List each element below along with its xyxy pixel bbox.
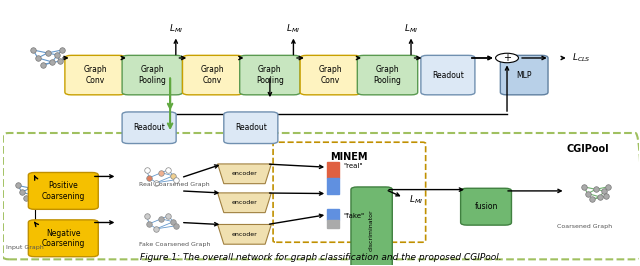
FancyBboxPatch shape bbox=[351, 187, 392, 266]
Text: Readout: Readout bbox=[133, 123, 165, 132]
Text: Graph
Pooling: Graph Pooling bbox=[374, 65, 401, 85]
Text: encoder: encoder bbox=[232, 200, 257, 205]
FancyBboxPatch shape bbox=[500, 55, 548, 95]
Text: +: + bbox=[503, 53, 511, 63]
FancyBboxPatch shape bbox=[300, 55, 360, 95]
FancyBboxPatch shape bbox=[357, 55, 418, 95]
Bar bbox=[327, 209, 339, 220]
FancyBboxPatch shape bbox=[122, 112, 176, 144]
Text: $L_{CLS}$: $L_{CLS}$ bbox=[572, 52, 591, 64]
Polygon shape bbox=[218, 164, 271, 184]
Bar bbox=[327, 162, 339, 178]
Text: $L_{MI}$: $L_{MI}$ bbox=[404, 23, 418, 35]
FancyBboxPatch shape bbox=[28, 220, 99, 257]
Text: Graph
Conv: Graph Conv bbox=[201, 65, 225, 85]
Text: Input Graph: Input Graph bbox=[6, 245, 44, 250]
FancyBboxPatch shape bbox=[240, 55, 300, 95]
Text: Positive
Coarsening: Positive Coarsening bbox=[42, 181, 85, 201]
FancyBboxPatch shape bbox=[224, 112, 278, 144]
Text: discriminator: discriminator bbox=[369, 210, 374, 251]
Text: "fake": "fake" bbox=[343, 213, 364, 219]
Text: CGIPool: CGIPool bbox=[566, 144, 609, 154]
Text: $L_{MI}$: $L_{MI}$ bbox=[409, 194, 423, 206]
Text: $L_{MI}$: $L_{MI}$ bbox=[286, 23, 301, 35]
FancyBboxPatch shape bbox=[28, 172, 99, 209]
Text: Negative
Coarsening: Negative Coarsening bbox=[42, 228, 85, 248]
Text: MLP: MLP bbox=[516, 70, 532, 80]
Text: encoder: encoder bbox=[232, 171, 257, 176]
Text: Graph
Pooling: Graph Pooling bbox=[256, 65, 284, 85]
Text: "real": "real" bbox=[343, 163, 362, 169]
Text: Graph
Conv: Graph Conv bbox=[83, 65, 107, 85]
Text: fusion: fusion bbox=[474, 202, 498, 211]
Circle shape bbox=[495, 53, 518, 63]
Polygon shape bbox=[218, 225, 271, 244]
FancyBboxPatch shape bbox=[461, 188, 511, 225]
Text: encoder: encoder bbox=[232, 232, 257, 237]
FancyBboxPatch shape bbox=[122, 55, 182, 95]
Text: MINEM: MINEM bbox=[331, 152, 368, 162]
Text: Real Coarsened Graph: Real Coarsened Graph bbox=[140, 182, 210, 187]
Text: Readout: Readout bbox=[235, 123, 267, 132]
Text: Graph
Pooling: Graph Pooling bbox=[138, 65, 166, 85]
Polygon shape bbox=[218, 193, 271, 213]
Bar bbox=[327, 178, 339, 194]
Text: Coarsened Graph: Coarsened Graph bbox=[557, 224, 612, 229]
FancyBboxPatch shape bbox=[182, 55, 243, 95]
Text: Fake Coarsened Graph: Fake Coarsened Graph bbox=[139, 242, 210, 247]
Text: Figure 1: The overall network for graph classification and the proposed CGIPool.: Figure 1: The overall network for graph … bbox=[140, 253, 502, 262]
Text: $L_{MI}$: $L_{MI}$ bbox=[169, 23, 183, 35]
Text: Graph
Conv: Graph Conv bbox=[319, 65, 342, 85]
Text: Readout: Readout bbox=[432, 70, 464, 80]
Bar bbox=[327, 220, 339, 228]
FancyBboxPatch shape bbox=[65, 55, 125, 95]
FancyBboxPatch shape bbox=[421, 55, 475, 95]
